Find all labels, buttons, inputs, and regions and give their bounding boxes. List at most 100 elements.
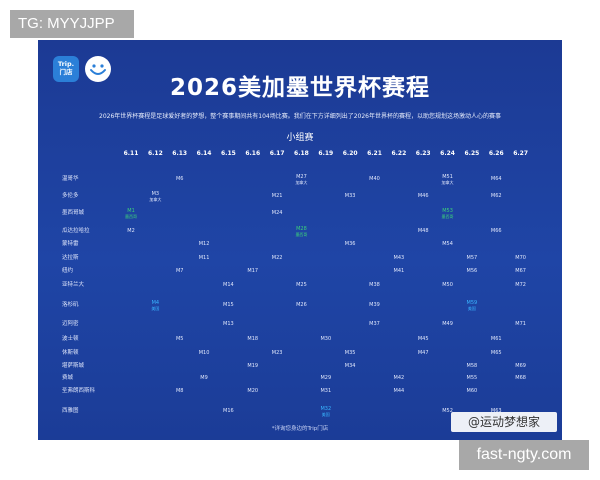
match-cell: M39 [364, 302, 386, 308]
match-cell: M54 [437, 241, 459, 247]
match-cell: M67 [510, 268, 532, 274]
match-number: M16 [223, 408, 234, 414]
match-number: M51 [442, 174, 453, 180]
city-label: 墨西哥城 [62, 210, 85, 216]
date-header: 6.27 [513, 150, 528, 157]
match-cell: M52 [437, 408, 459, 414]
match-cell: M4 美国 [144, 300, 166, 312]
match-team-note: 墨西哥 [125, 214, 137, 219]
footnote: *详询您身边的Trip门店 [271, 426, 329, 432]
match-number: M50 [442, 282, 453, 288]
match-cell: M60 [461, 388, 483, 394]
date-header: 6.23 [415, 150, 431, 157]
match-number: M28 [296, 226, 307, 232]
match-cell: M40 [364, 176, 386, 182]
date-header: 6.19 [318, 150, 334, 157]
city-label: 迈阿密 [62, 321, 79, 327]
match-number: M32 [320, 406, 332, 412]
date-header: 6.11 [123, 150, 139, 157]
match-team-note: 加拿大 [149, 197, 162, 202]
match-number: M14 [223, 282, 234, 288]
match-cell: M50 [437, 282, 459, 288]
match-cell: M26 [290, 302, 312, 308]
match-number: M13 [223, 321, 234, 327]
match-number: M59 [466, 300, 478, 306]
match-cell: M36 [339, 241, 361, 247]
match-cell: M65 [485, 350, 507, 356]
match-cell: M28 墨西哥 [290, 226, 312, 238]
match-number: M9 [200, 375, 208, 381]
match-cell: M41 [388, 268, 410, 274]
trip-store-logo: Trip. 门店 [53, 56, 79, 82]
date-header: 6.20 [342, 150, 358, 157]
match-number: M22 [271, 255, 283, 261]
date-header: 6.25 [464, 150, 480, 157]
match-cell: M31 [315, 388, 337, 394]
match-cell: M66 [485, 228, 507, 234]
date-header: 6.17 [269, 150, 285, 157]
match-number: M55 [466, 375, 478, 381]
match-cell: M21 [266, 193, 288, 199]
match-cell: M7 [169, 268, 191, 274]
match-cell: M15 [217, 302, 239, 308]
city-label: 休斯顿 [62, 350, 79, 356]
match-cell: M53 墨西哥 [437, 208, 459, 220]
match-number: M61 [490, 336, 502, 342]
match-cell: M2 [120, 228, 142, 234]
match-cell: M32 美国 [315, 406, 337, 418]
date-header: 6.18 [294, 150, 309, 157]
match-number: M23 [271, 350, 283, 356]
match-cell: M13 [217, 321, 239, 327]
match-number: M52 [442, 408, 453, 414]
match-number: M29 [320, 375, 332, 381]
smile-logo-icon [85, 56, 111, 82]
match-number: M15 [223, 302, 234, 308]
match-cell: M14 [217, 282, 239, 288]
match-cell: M58 [461, 363, 483, 369]
group-stage-label: 小组赛 [286, 133, 314, 143]
match-cell: M12 [193, 241, 215, 247]
match-number: M57 [466, 255, 478, 261]
match-team-note: 加拿大 [441, 180, 454, 185]
match-cell: M20 [242, 388, 264, 394]
match-number: M60 [466, 388, 478, 394]
match-cell: M16 [217, 408, 239, 414]
match-number: M5 [175, 336, 184, 342]
match-team-note: 美国 [467, 306, 476, 311]
match-number: M27 [296, 174, 307, 180]
match-number: M19 [247, 363, 259, 369]
match-number: M43 [393, 255, 405, 261]
match-cell: M30 [315, 336, 337, 342]
match-cell: M64 [485, 176, 507, 182]
match-number: M12 [198, 241, 210, 247]
page-title: 2026美加墨世界杯赛程 [169, 75, 430, 101]
match-number: M24 [271, 210, 283, 216]
date-header: 6.16 [245, 150, 261, 157]
city-label: 多伦多 [62, 193, 79, 199]
city-label: 费城 [62, 375, 74, 381]
match-number: M64 [490, 176, 502, 182]
match-cell: M19 [242, 363, 264, 369]
match-team-note: 墨西哥 [441, 214, 454, 219]
match-number: M26 [296, 302, 307, 308]
match-cell: M38 [364, 282, 386, 288]
match-number: M40 [369, 176, 380, 182]
match-cell: M72 [510, 282, 532, 288]
match-number: M18 [247, 336, 259, 342]
match-cell: M33 [339, 193, 361, 199]
match-cell: M47 [412, 350, 434, 356]
match-cell: M17 [242, 268, 264, 274]
match-number: M6 [175, 176, 184, 182]
match-number: M8 [175, 388, 184, 394]
match-number: M35 [344, 350, 356, 356]
match-cell: M37 [364, 321, 386, 327]
match-number: M56 [466, 268, 478, 274]
match-number: M39 [369, 302, 380, 308]
match-number: M38 [369, 282, 380, 288]
site-badge: fast-ngty.com [459, 440, 589, 470]
match-number: M2 [127, 228, 135, 234]
schedule-poster: Trip. 门店 2026美加墨世界杯赛程 2026年世界杯赛程是足球爱好者的梦… [38, 40, 562, 440]
match-cell: M49 [437, 321, 459, 327]
date-header: 6.21 [367, 150, 382, 157]
match-number: M30 [320, 336, 332, 342]
